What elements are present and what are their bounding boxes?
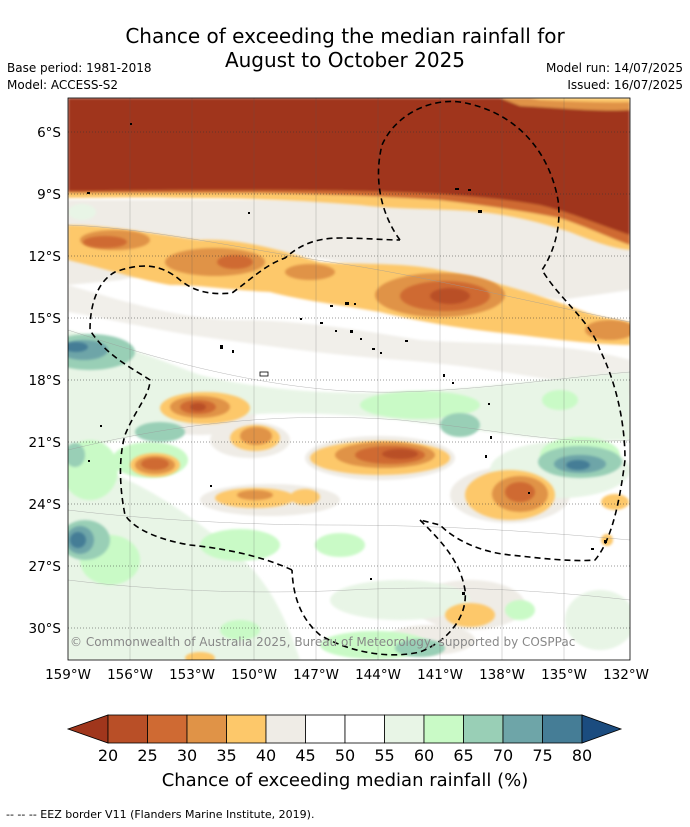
- colorbar: 20 25 30 35 40 45 50 55 60 65 70 75 80: [66, 714, 623, 765]
- lon-label: 135°W: [541, 667, 587, 683]
- lon-label: 132°W: [603, 667, 649, 683]
- eez-legend-note: -- -- -- EEZ border V11 (Flanders Marine…: [6, 808, 315, 821]
- colorbar-cell: [502, 714, 543, 744]
- lon-label: 159°W: [45, 667, 91, 683]
- colorbar-title: Chance of exceeding median rainfall (%): [161, 770, 529, 791]
- colorbar-tick-label: 30: [177, 746, 197, 765]
- colorbar-tick-label: 60: [414, 746, 434, 765]
- base-period-text: Base period: 1981-2018: [7, 61, 152, 75]
- rainfall-probability-field: © Commonwealth of Australia 2025, Bureau…: [68, 98, 630, 660]
- colorbar-high-arrow: [581, 714, 623, 744]
- colorbar-tick-label: 70: [493, 746, 513, 765]
- issued-text: Issued: 16/07/2025: [567, 78, 683, 92]
- colorbar-tick-label: 55: [374, 746, 394, 765]
- lat-label: 9°S: [37, 187, 61, 203]
- colorbar-cell: [344, 714, 385, 744]
- model-text: Model: ACCESS-S2: [7, 78, 119, 92]
- lat-label: 12°S: [29, 249, 62, 265]
- copyright-text: © Commonwealth of Australia 2025, Bureau…: [70, 635, 575, 649]
- lat-label: 27°S: [29, 559, 62, 575]
- lon-label: 153°W: [169, 667, 215, 683]
- colorbar-cell: [186, 714, 227, 744]
- lat-label: 30°S: [29, 621, 62, 637]
- map-title-line2: August to October 2025: [224, 48, 466, 72]
- colorbar-low-arrow: [66, 714, 109, 744]
- lon-label: 138°W: [479, 667, 525, 683]
- colorbar-cell: [107, 714, 148, 744]
- lon-label: 156°W: [107, 667, 153, 683]
- lat-label: 21°S: [29, 435, 62, 451]
- colorbar-tick-label: 35: [216, 746, 236, 765]
- lat-label: 24°S: [29, 497, 62, 513]
- lon-label: 150°W: [231, 667, 277, 683]
- colorbar-cell: [226, 714, 267, 744]
- lat-label: 18°S: [29, 373, 62, 389]
- lat-label: 6°S: [37, 125, 61, 141]
- colorbar-tick-label: 75: [532, 746, 552, 765]
- colorbar-cell: [423, 714, 464, 744]
- model-run-text: Model run: 14/07/2025: [545, 61, 683, 75]
- lon-label: 141°W: [417, 667, 463, 683]
- lat-label: 15°S: [29, 311, 62, 327]
- colorbar-cell: [463, 714, 504, 744]
- lon-label: 147°W: [293, 667, 339, 683]
- colorbar-cell: [542, 714, 583, 744]
- colorbar-tick-label: 25: [137, 746, 157, 765]
- lon-label: 144°W: [355, 667, 401, 683]
- colorbar-cell: [265, 714, 306, 744]
- colorbar-tick-label: 40: [256, 746, 276, 765]
- colorbar-cell: [384, 714, 425, 744]
- colorbar-tick-label: 80: [572, 746, 592, 765]
- map-frame: [67, 97, 631, 661]
- map-title-line1: Chance of exceeding the median rainfall …: [125, 24, 565, 48]
- colorbar-tick-label: 50: [335, 746, 355, 765]
- colorbar-tick-label: 45: [295, 746, 315, 765]
- colorbar-tick-label: 20: [98, 746, 118, 765]
- colorbar-cell: [305, 714, 346, 744]
- colorbar-cell: [147, 714, 188, 744]
- colorbar-tick-label: 65: [453, 746, 473, 765]
